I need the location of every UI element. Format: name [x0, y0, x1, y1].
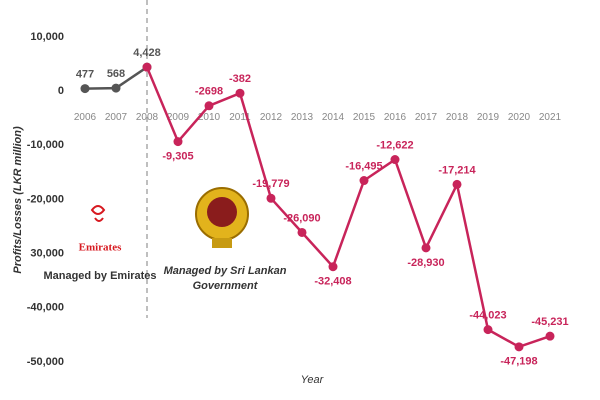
x-tick-label: 2019	[477, 112, 500, 123]
data-point	[390, 155, 400, 165]
data-label: -9,305	[162, 150, 193, 162]
y-tick-label: 30,000	[30, 248, 64, 260]
data-label: -32,408	[314, 276, 351, 288]
x-axis-label: Year	[301, 374, 325, 386]
y-tick-label: 10,000	[30, 31, 64, 43]
data-point	[452, 179, 462, 189]
x-tick-label: 2009	[167, 112, 190, 123]
annotation-box: Managed by Sri Lankan Government	[163, 265, 287, 292]
data-label: -26,090	[283, 212, 320, 224]
data-label: 477	[76, 68, 94, 80]
y-tick-label: -10,000	[27, 139, 64, 151]
data-point	[328, 262, 338, 272]
y-tick-label: -40,000	[27, 302, 64, 314]
data-point	[204, 101, 214, 111]
y-tick-label: 0	[58, 85, 64, 97]
x-tick-label: 2015	[353, 112, 376, 123]
data-label: -16,495	[345, 160, 382, 172]
data-label: 568	[107, 68, 125, 80]
data-label: -19,779	[252, 178, 289, 190]
data-point	[173, 137, 183, 147]
data-point	[421, 243, 431, 253]
data-point	[142, 62, 152, 72]
data-label: -44,023	[469, 310, 506, 322]
data-point	[111, 83, 121, 93]
data-label: -382	[229, 73, 251, 85]
emirates-logo: Emirates	[79, 205, 122, 254]
series-line	[145, 66, 551, 349]
x-tick-label: 2006	[74, 112, 97, 123]
data-label: -28,930	[407, 257, 444, 269]
y-tick-label: -50,000	[27, 356, 64, 368]
y-tick-label: -20,000	[27, 193, 64, 205]
x-tick-label: 2016	[384, 112, 407, 123]
sri-lanka-emblem	[195, 187, 249, 248]
data-point	[483, 325, 493, 335]
data-point	[297, 227, 307, 237]
y-axis-label: Profits/Losses (LKR million)	[12, 126, 24, 274]
x-tick-label: 2008	[136, 112, 159, 123]
x-tick-label: 2018	[446, 112, 469, 123]
x-tick-label: 2020	[508, 112, 531, 123]
x-tick-label: 2011	[229, 112, 251, 123]
x-tick-label: 2017	[415, 112, 438, 123]
data-point	[235, 88, 245, 98]
x-tick-label: 2012	[260, 112, 283, 123]
data-label: 4,428	[133, 47, 161, 59]
data-label: -45,231	[531, 316, 568, 328]
data-label: -12,622	[376, 139, 413, 151]
data-point	[359, 176, 369, 186]
data-point	[514, 342, 524, 352]
x-tick-label: 2013	[291, 112, 314, 123]
x-tick-label: 2014	[322, 112, 345, 123]
annotation: Emirates	[79, 242, 122, 254]
data-point	[545, 331, 555, 341]
data-point	[80, 84, 90, 94]
x-tick-label: 2021	[539, 112, 562, 123]
annotation: Managed by Emirates	[43, 270, 156, 282]
data-label: -47,198	[500, 356, 537, 368]
data-label: -2698	[195, 86, 223, 98]
x-tick-label: 2007	[105, 112, 128, 123]
x-tick-label: 2010	[198, 112, 221, 123]
data-label: -17,214	[438, 164, 476, 176]
data-point	[266, 193, 276, 203]
annotation: Managed by Sri Lankan Government	[163, 265, 287, 292]
